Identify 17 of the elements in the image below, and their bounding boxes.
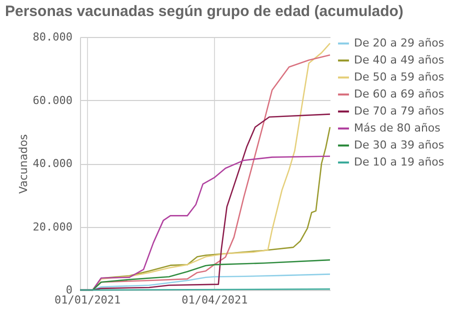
- legend-label: Más de 80 años: [354, 122, 441, 134]
- legend-label: De 60 a 69 años: [354, 88, 444, 100]
- legend-label: De 30 a 39 años: [354, 138, 444, 152]
- y-tick-label: 80.000: [32, 30, 72, 44]
- legend-label: De 20 a 29 años: [354, 36, 444, 50]
- chart-title: Personas vacunadas según grupo de edad (acumulado): [5, 3, 404, 20]
- x-tick-label: 01/04/2021: [182, 294, 248, 306]
- y-axis-title: Vacunados: [16, 134, 30, 194]
- y-tick-label: 20.000: [32, 220, 72, 234]
- legend-label: De 70 a 79 años: [354, 104, 444, 118]
- legend-label: De 40 a 49 años: [354, 54, 444, 66]
- y-tick-label: 40.000: [32, 157, 72, 170]
- y-tick-label: 0: [66, 284, 72, 296]
- legend-label: De 50 a 59 años: [354, 70, 444, 84]
- x-tick-label: 01/01/2021: [54, 294, 121, 306]
- y-tick-label: 60.000: [32, 94, 72, 107]
- legend-label: De 10 a 19 años: [354, 156, 444, 168]
